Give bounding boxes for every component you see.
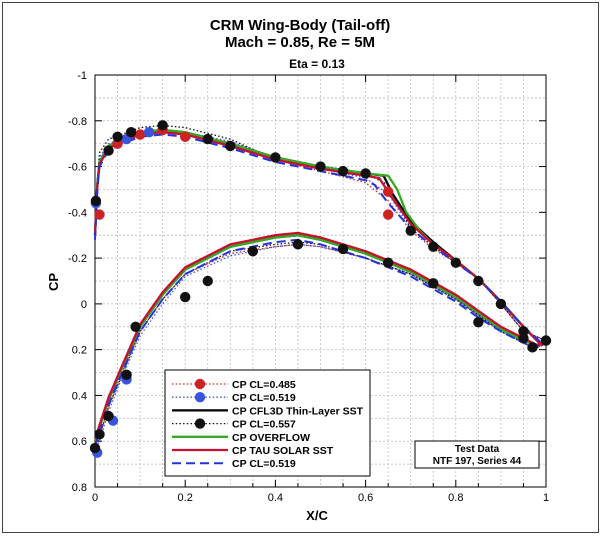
x-tick-label: 0: [92, 492, 98, 504]
series-0-marker: [134, 129, 146, 140]
series-3-marker: [360, 168, 371, 179]
series-0-marker: [382, 186, 394, 197]
series-5-lower-line: [93, 231, 547, 440]
series-3-marker: [157, 120, 168, 131]
x-tick-label: 1: [543, 492, 549, 504]
legend-label-4: CP OVERFLOW: [232, 432, 310, 444]
chart-frame: [2, 2, 599, 533]
y-tick-label: 0.6: [72, 436, 87, 448]
series-1-marker: [143, 127, 155, 138]
legend-label-0: CP CL=0.485: [232, 379, 296, 391]
x-tick-label: 0.2: [178, 492, 193, 504]
y-tick-label: 0.4: [72, 390, 87, 402]
series-3-marker: [125, 127, 137, 138]
series-3-marker: [428, 278, 439, 289]
series-3-marker: [103, 145, 114, 156]
y-axis-label: CP: [46, 273, 61, 291]
series-3-marker: [180, 291, 191, 303]
series-3-marker: [89, 442, 101, 454]
x-tick-label: 0.4: [268, 492, 283, 504]
chart-title: CRM Wing-Body (Tail-off): [210, 17, 390, 34]
legend-label-1: CP CL=0.519: [232, 392, 296, 404]
series-0-marker: [382, 209, 394, 220]
y-tick-label: -0.8: [68, 116, 87, 128]
series-3-marker: [428, 241, 439, 252]
series-3-marker: [540, 335, 552, 346]
series-3-marker: [247, 246, 259, 257]
plot-area: [94, 74, 547, 488]
y-tick-label: 0.2: [72, 345, 87, 357]
y-tick-label: -0.4: [68, 207, 87, 219]
series-markers: [89, 120, 552, 458]
series-3-marker: [202, 275, 213, 287]
series-3-marker: [473, 317, 484, 328]
series-3-marker: [495, 298, 507, 310]
series-3-marker: [94, 429, 105, 440]
note-line1: Test Data: [455, 444, 500, 455]
series-3-marker: [112, 131, 123, 142]
series-3-marker: [337, 165, 349, 177]
y-tick-label: -1: [77, 70, 87, 82]
series-0-marker: [94, 209, 105, 220]
legend-label-6: CP CL=0.519: [232, 458, 296, 470]
series-3-marker: [337, 243, 349, 255]
note-box: [414, 440, 540, 469]
series-3-marker: [130, 321, 141, 332]
series-3-marker: [292, 239, 304, 250]
x-axis-label: X/C: [306, 508, 328, 523]
series-3-marker: [202, 133, 213, 145]
series-3-marker: [450, 257, 461, 268]
series-3-marker: [527, 342, 538, 353]
x-tick-label: 0.8: [448, 492, 463, 504]
series-3-marker: [103, 410, 114, 422]
legend-label-5: CP TAU SOLAR SST: [232, 445, 334, 457]
legend-label-3: CP CL=0.557: [232, 419, 296, 431]
y-tick-label: 0: [81, 299, 87, 311]
series-3-marker: [518, 333, 529, 344]
note-line2: NTF 197, Series 44: [433, 456, 522, 467]
legend-marker-3: [194, 418, 206, 429]
series-3-marker: [225, 140, 236, 152]
legend-marker-1: [194, 392, 206, 403]
series-3-marker: [405, 225, 416, 236]
x-tick-label: 0.6: [358, 492, 373, 504]
y-tick-label: 0.8: [72, 482, 87, 494]
axis-ticks: 0 0.2 0.4 0.6 0.8 1 -1 -0.8 -0.6 -0.4 -0.2 0 0.2 0.4 0…: [68, 70, 549, 504]
chart-subtitle: Eta = 0.13: [289, 57, 345, 71]
series-3-marker: [90, 195, 102, 207]
series-3-marker: [473, 275, 484, 287]
series-0-marker: [180, 131, 191, 142]
y-tick-label: -0.6: [68, 162, 87, 174]
chart-title-line2: Mach = 0.85, Re = 5M: [225, 34, 375, 51]
legend-label-2: CP CFL3D Thin-Layer SST: [232, 405, 364, 417]
y-tick-label: -0.2: [68, 253, 87, 265]
test-data-note: Test Data NTF 197, Series 44: [414, 440, 540, 469]
series-3-marker: [121, 369, 132, 381]
series-3-marker: [270, 152, 281, 163]
series-3-marker: [315, 161, 326, 172]
legend-marker-0: [194, 378, 206, 390]
series-3-marker: [382, 257, 394, 268]
